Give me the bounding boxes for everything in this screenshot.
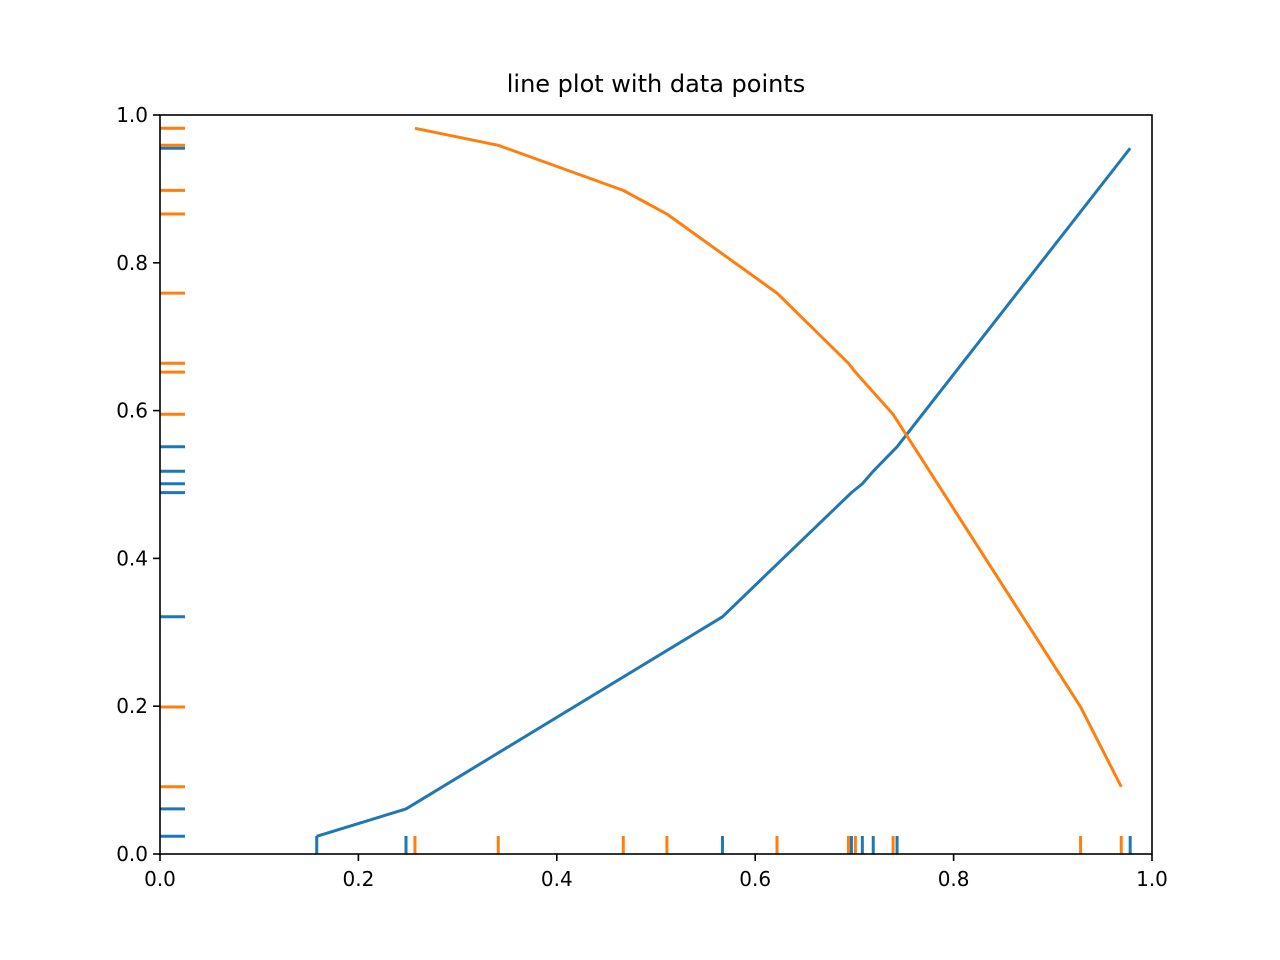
y-tick-label: 1.0 [116,103,148,127]
x-tick-label: 1.0 [1136,867,1168,891]
axes-frame [159,114,1153,855]
x-tick-label: 0.0 [144,867,176,891]
y-tick-label: 0.4 [116,546,148,570]
y-tick-label: 0.0 [116,842,148,866]
y-tick-label: 0.8 [116,251,148,275]
y-tick-label: 0.2 [116,694,148,718]
x-tick-label: 0.8 [938,867,970,891]
rug-marks [160,126,1132,854]
y-tick-label: 0.6 [116,399,148,423]
data-lines [316,126,1132,838]
y-axis-ticks: 0.0 0.2 0.4 0.6 0.8 1.0 [116,103,160,866]
x-axis-ticks: 0.0 0.2 0.4 0.6 0.8 1.0 [144,854,1168,891]
series-line-1 [316,147,1132,838]
x-tick-label: 0.6 [739,867,771,891]
x-tick-label: 0.4 [541,867,573,891]
series-line-2 [414,126,1123,788]
x-tick-label: 0.2 [342,867,374,891]
chart-title: line plot with data points [506,70,806,98]
